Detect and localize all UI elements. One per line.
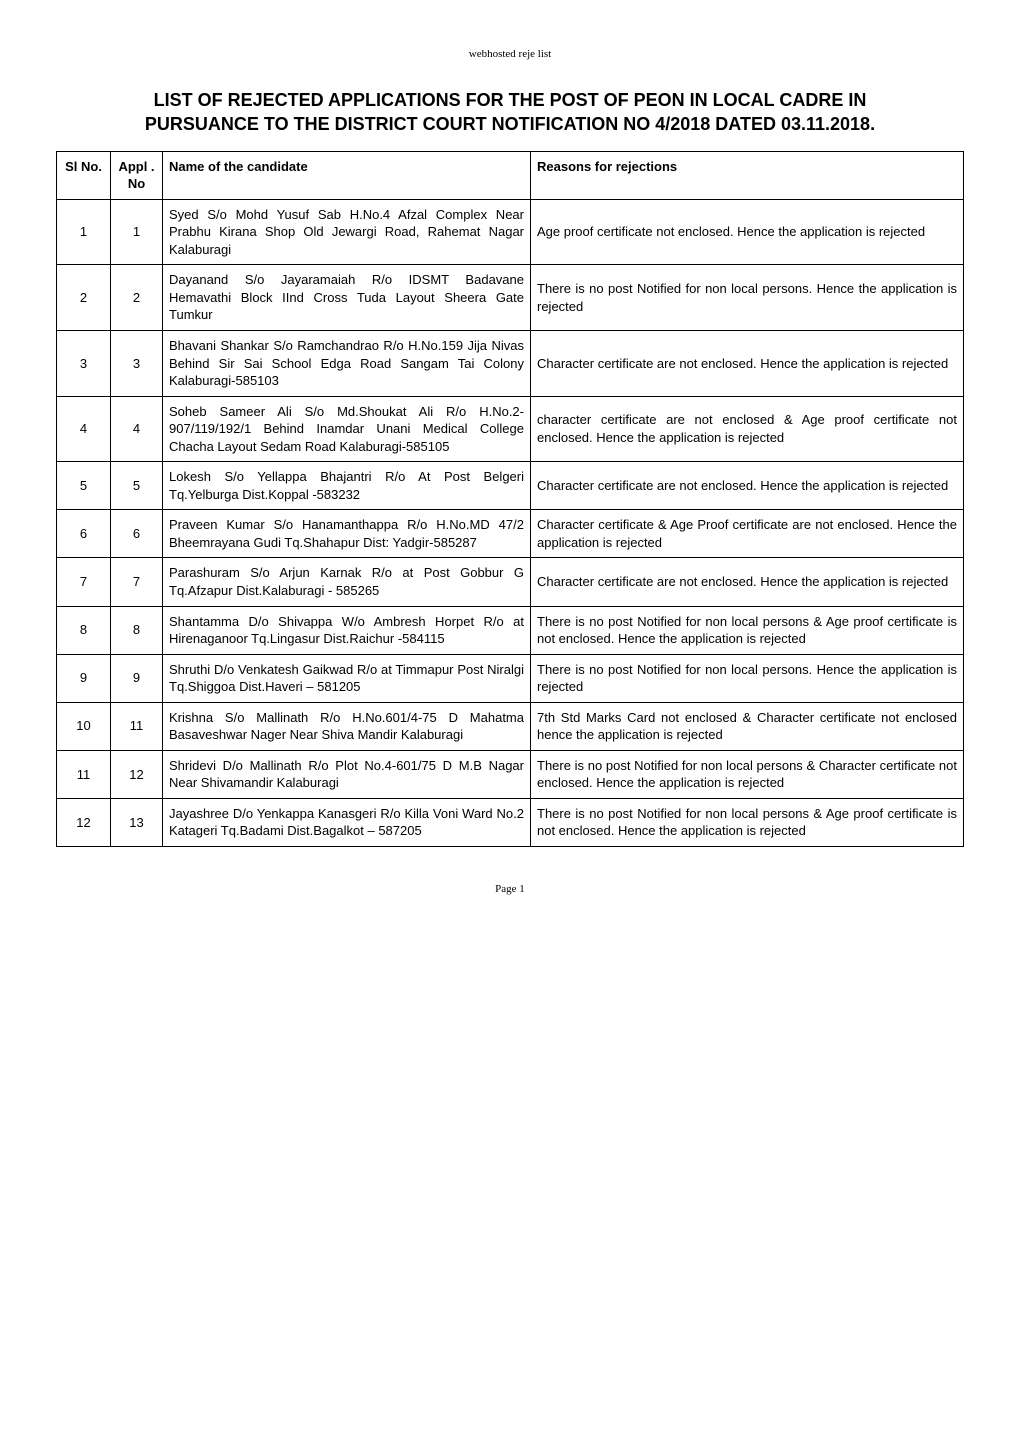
cell-name: Shridevi D/o Mallinath R/o Plot No.4-601…: [163, 750, 531, 798]
table-body: 1 1 Syed S/o Mohd Yusuf Sab H.No.4 Afzal…: [57, 199, 964, 846]
cell-reason: There is no post Notified for non local …: [531, 798, 964, 846]
cell-reason: Character certificate are not enclosed. …: [531, 558, 964, 606]
table-row: 1 1 Syed S/o Mohd Yusuf Sab H.No.4 Afzal…: [57, 199, 964, 265]
cell-reason: There is no post Notified for non local …: [531, 750, 964, 798]
cell-slno: 7: [57, 558, 111, 606]
col-header-reason: Reasons for rejections: [531, 151, 964, 199]
cell-name: Praveen Kumar S/o Hanamanthappa R/o H.No…: [163, 510, 531, 558]
cell-slno: 8: [57, 606, 111, 654]
col-header-name: Name of the candidate: [163, 151, 531, 199]
cell-applno: 5: [111, 462, 163, 510]
table-row: 6 6 Praveen Kumar S/o Hanamanthappa R/o …: [57, 510, 964, 558]
table-row: 5 5 Lokesh S/o Yellappa Bhajantri R/o At…: [57, 462, 964, 510]
cell-slno: 12: [57, 798, 111, 846]
cell-reason: Character certificate are not enclosed. …: [531, 462, 964, 510]
cell-reason: 7th Std Marks Card not enclosed & Charac…: [531, 702, 964, 750]
page-title: LIST OF REJECTED APPLICATIONS FOR THE PO…: [130, 88, 890, 137]
table-row: 11 12 Shridevi D/o Mallinath R/o Plot No…: [57, 750, 964, 798]
cell-slno: 1: [57, 199, 111, 265]
cell-slno: 5: [57, 462, 111, 510]
table-row: 4 4 Soheb Sameer Ali S/o Md.Shoukat Ali …: [57, 396, 964, 462]
table-row: 12 13 Jayashree D/o Yenkappa Kanasgeri R…: [57, 798, 964, 846]
table-row: 9 9 Shruthi D/o Venkatesh Gaikwad R/o at…: [57, 654, 964, 702]
cell-applno: 2: [111, 265, 163, 331]
cell-reason: character certificate are not enclosed &…: [531, 396, 964, 462]
table-row: 10 11 Krishna S/o Mallinath R/o H.No.601…: [57, 702, 964, 750]
cell-name: Bhavani Shankar S/o Ramchandrao R/o H.No…: [163, 330, 531, 396]
cell-name: Soheb Sameer Ali S/o Md.Shoukat Ali R/o …: [163, 396, 531, 462]
cell-applno: 11: [111, 702, 163, 750]
cell-slno: 3: [57, 330, 111, 396]
cell-reason: There is no post Notified for non local …: [531, 265, 964, 331]
cell-name: Lokesh S/o Yellappa Bhajantri R/o At Pos…: [163, 462, 531, 510]
cell-applno: 12: [111, 750, 163, 798]
cell-reason: There is no post Notified for non local …: [531, 654, 964, 702]
cell-slno: 4: [57, 396, 111, 462]
cell-name: Shantamma D/o Shivappa W/o Ambresh Horpe…: [163, 606, 531, 654]
cell-applno: 6: [111, 510, 163, 558]
cell-slno: 2: [57, 265, 111, 331]
cell-applno: 7: [111, 558, 163, 606]
cell-slno: 6: [57, 510, 111, 558]
cell-name: Jayashree D/o Yenkappa Kanasgeri R/o Kil…: [163, 798, 531, 846]
cell-applno: 3: [111, 330, 163, 396]
cell-slno: 10: [57, 702, 111, 750]
cell-reason: There is no post Notified for non local …: [531, 606, 964, 654]
cell-slno: 9: [57, 654, 111, 702]
table-row: 3 3 Bhavani Shankar S/o Ramchandrao R/o …: [57, 330, 964, 396]
cell-applno: 8: [111, 606, 163, 654]
table-row: 8 8 Shantamma D/o Shivappa W/o Ambresh H…: [57, 606, 964, 654]
cell-name: Krishna S/o Mallinath R/o H.No.601/4-75 …: [163, 702, 531, 750]
table-row: 2 2 Dayanand S/o Jayaramaiah R/o IDSMT B…: [57, 265, 964, 331]
col-header-applno: Appl . No: [111, 151, 163, 199]
cell-slno: 11: [57, 750, 111, 798]
cell-applno: 4: [111, 396, 163, 462]
cell-applno: 1: [111, 199, 163, 265]
cell-name: Shruthi D/o Venkatesh Gaikwad R/o at Tim…: [163, 654, 531, 702]
cell-applno: 13: [111, 798, 163, 846]
cell-reason: Age proof certificate not enclosed. Henc…: [531, 199, 964, 265]
table-row: 7 7 Parashuram S/o Arjun Karnak R/o at P…: [57, 558, 964, 606]
rejected-applications-table: Sl No. Appl . No Name of the candidate R…: [56, 151, 964, 847]
page-footer: Page 1: [56, 883, 964, 895]
col-header-slno: Sl No.: [57, 151, 111, 199]
page-header-label: webhosted reje list: [56, 48, 964, 60]
cell-name: Syed S/o Mohd Yusuf Sab H.No.4 Afzal Com…: [163, 199, 531, 265]
cell-applno: 9: [111, 654, 163, 702]
cell-name: Dayanand S/o Jayaramaiah R/o IDSMT Badav…: [163, 265, 531, 331]
table-header-row: Sl No. Appl . No Name of the candidate R…: [57, 151, 964, 199]
cell-reason: Character certificate & Age Proof certif…: [531, 510, 964, 558]
cell-name: Parashuram S/o Arjun Karnak R/o at Post …: [163, 558, 531, 606]
cell-reason: Character certificate are not enclosed. …: [531, 330, 964, 396]
